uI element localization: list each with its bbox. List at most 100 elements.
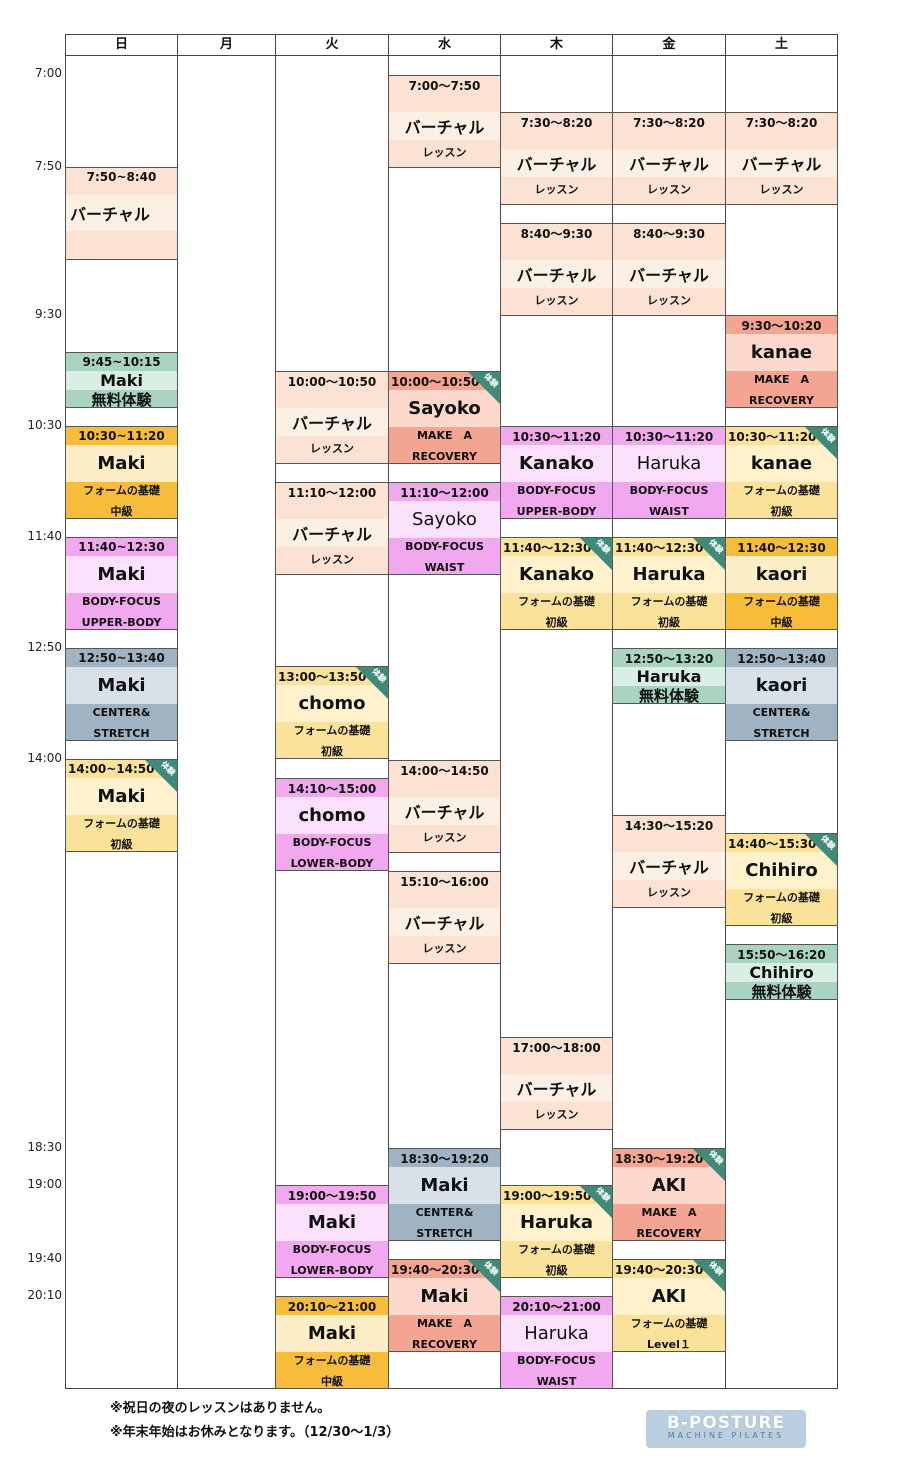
lesson-time: 20:10～21:00 <box>501 1297 612 1315</box>
lesson-title: Chihiro <box>726 963 837 982</box>
lesson-title: バーチャル <box>613 260 725 288</box>
lesson-title: Maki <box>276 1315 388 1352</box>
lesson-block[interactable]: 10:00～10:50 バーチャル レッスン <box>275 371 389 464</box>
lesson-title: Sayoko <box>389 390 500 427</box>
lesson-sub: フォームの基礎 Level１ <box>613 1315 725 1351</box>
lesson-title: バーチャル <box>276 408 388 436</box>
lesson-sub: フォームの基礎 初級 <box>66 815 177 851</box>
lesson-block[interactable]: 14:30～15:20 バーチャル レッスン <box>612 815 726 908</box>
lesson-block[interactable]: 11:40～12:30 Kanako フォームの基礎 初級 体験 <box>500 537 613 630</box>
lesson-title: Maki <box>66 445 177 482</box>
lesson-block[interactable]: 17:00～18:00 バーチャル レッスン <box>500 1037 613 1130</box>
lesson-block[interactable]: 13:00～13:50 chomo フォームの基礎 初級 体験 <box>275 666 389 759</box>
lesson-block[interactable]: 19:00～19:50 Maki BODY-FOCUS LOWER-BODY <box>275 1185 389 1278</box>
lesson-sub: レッスン <box>310 441 354 455</box>
lesson-title: バーチャル <box>501 149 612 177</box>
lesson-block[interactable]: 19:00～19:50 Haruka フォームの基礎 初級 体験 <box>500 1185 613 1278</box>
lesson-title: Sayoko <box>389 501 500 538</box>
lesson-sub: 無料体験 <box>726 982 837 999</box>
lesson-sub: BODY-FOCUS WAIST <box>501 1352 612 1388</box>
lesson-sub: フォームの基礎 初級 <box>501 593 612 629</box>
day-header-thu: 木 <box>500 34 613 56</box>
lesson-time: 11:40~12:30 <box>66 538 177 556</box>
lesson-block[interactable]: 19:40～20:30 Maki MAKE A RECOVERY 体験 <box>388 1259 501 1352</box>
lesson-block[interactable]: 19:40～20:30 AKI フォームの基礎 Level１ 体験 <box>612 1259 726 1352</box>
lesson-block[interactable]: 20:10～21:00 Maki フォームの基礎 中級 <box>275 1296 389 1389</box>
lesson-block[interactable]: 11:10～12:00 バーチャル レッスン <box>275 482 389 575</box>
lesson-block[interactable]: 18:30～19:20 AKI MAKE A RECOVERY 体験 <box>612 1148 726 1241</box>
lesson-block[interactable]: 10:30～11:20 kanae フォームの基礎 初級 体験 <box>725 426 838 519</box>
lesson-block[interactable]: 11:10～12:00 Sayoko BODY-FOCUS WAIST <box>388 482 501 575</box>
lesson-block[interactable]: 7:50~8:40 バーチャル <box>65 167 178 260</box>
trial-badge-icon: 体験 <box>693 538 725 570</box>
lesson-sub: フォームの基礎 初級 <box>501 1241 612 1277</box>
day-header-sun: 日 <box>65 34 178 56</box>
lesson-block[interactable]: 9:30～10:20 kanae MAKE A RECOVERY <box>725 315 838 408</box>
lesson-title: バーチャル <box>501 260 612 288</box>
lesson-block[interactable]: 7:30～8:20 バーチャル レッスン <box>612 112 726 205</box>
lesson-block[interactable]: 14:00~14:50 Maki フォームの基礎 初級 体験 <box>65 759 178 852</box>
lesson-block[interactable]: 12:50～13:20 Haruka 無料体験 <box>612 648 726 704</box>
lesson-block[interactable]: 7:30～8:20 バーチャル レッスン <box>500 112 613 205</box>
lesson-block[interactable]: 15:50～16:20 Chihiro 無料体験 <box>725 944 838 1000</box>
lesson-block[interactable]: 11:40~12:30 Maki BODY-FOCUS UPPER-BODY <box>65 537 178 630</box>
lesson-sub: レッスン <box>534 293 579 307</box>
lesson-block[interactable]: 11:40～12:30 Haruka フォームの基礎 初級 体験 <box>612 537 726 630</box>
lesson-title: Maki <box>66 556 177 593</box>
time-label: 14:00 <box>27 751 62 765</box>
lesson-block[interactable]: 14:00～14:50 バーチャル レッスン <box>388 760 501 853</box>
lesson-title: Haruka <box>613 556 725 593</box>
lesson-sub: フォームの基礎 初級 <box>276 722 388 758</box>
lesson-sub: フォームの基礎 中級 <box>276 1352 388 1388</box>
lesson-sub: レッスン <box>647 885 691 899</box>
lesson-time: 15:10～16:00 <box>400 874 489 889</box>
lesson-title: Haruka <box>501 1315 612 1352</box>
footer-note: ※祝日の夜のレッスンはありません。 <box>110 1401 331 1416</box>
lesson-block[interactable]: 8:40～9:30 バーチャル レッスン <box>500 223 613 316</box>
lesson-block[interactable]: 15:10～16:00 バーチャル レッスン <box>388 871 501 964</box>
lesson-title: バーチャル <box>66 195 177 231</box>
lesson-block[interactable]: 12:50～13:40 kaori CENTER& STRETCH <box>725 648 838 741</box>
lesson-time: 11:10～12:00 <box>389 483 500 501</box>
time-label: 7:50 <box>35 159 62 173</box>
lesson-sub: CENTER& STRETCH <box>389 1204 500 1240</box>
lesson-time: 14:10～15:00 <box>276 779 388 797</box>
lesson-block[interactable]: 12:50~13:40 Maki CENTER& STRETCH <box>65 648 178 741</box>
trial-badge-icon: 体験 <box>145 760 177 792</box>
lesson-time: 10:30～11:20 <box>613 427 725 445</box>
lesson-block[interactable]: 7:00～7:50 バーチャル レッスン <box>388 75 501 168</box>
lesson-sub: MAKE A RECOVERY <box>389 427 500 463</box>
lesson-time: 14:00～14:50 <box>400 763 489 778</box>
lesson-time: 11:40～12:30 <box>726 538 837 556</box>
lesson-block[interactable]: 7:30～8:20 バーチャル レッスン <box>725 112 838 205</box>
lesson-sub: レッスン <box>422 145 467 159</box>
lesson-sub: フォームの基礎 初級 <box>726 482 837 518</box>
lesson-block[interactable]: 10:30～11:20 Kanako BODY-FOCUS UPPER-BODY <box>500 426 613 519</box>
lesson-block[interactable]: 20:10～21:00 Haruka BODY-FOCUS WAIST <box>500 1296 613 1389</box>
lesson-title: バーチャル <box>613 852 725 880</box>
trial-badge-icon: 体験 <box>805 834 837 866</box>
lesson-sub: 無料体験 <box>66 390 177 407</box>
lesson-block[interactable]: 18:30～19:20 Maki CENTER& STRETCH <box>388 1148 501 1241</box>
trial-badge-icon: 体験 <box>468 1260 500 1292</box>
lesson-sub: 無料体験 <box>613 686 725 703</box>
lesson-title: Kanako <box>501 445 612 482</box>
trial-badge-icon: 体験 <box>356 667 388 699</box>
time-label: 19:00 <box>27 1177 62 1191</box>
lesson-sub: BODY-FOCUS LOWER-BODY <box>276 1241 388 1277</box>
lesson-block[interactable]: 9:45~10:15 Maki 無料体験 <box>65 352 178 408</box>
lesson-block[interactable]: 14:40～15:30 Chihiro フォームの基礎 初級 体験 <box>725 833 838 926</box>
lesson-block[interactable]: 10:30~11:20 Maki フォームの基礎 中級 <box>65 426 178 519</box>
lesson-block[interactable]: 14:10～15:00 chomo BODY-FOCUS LOWER-BODY <box>275 778 389 871</box>
lesson-time: 9:30～10:20 <box>726 316 837 334</box>
lesson-title: バーチャル <box>613 149 725 177</box>
lesson-block[interactable]: 10:30～11:20 Haruka BODY-FOCUS WAIST <box>612 426 726 519</box>
lesson-title: Haruka <box>613 667 725 686</box>
lesson-block[interactable]: 10:00～10:50 Sayoko MAKE A RECOVERY 体験 <box>388 371 501 464</box>
lesson-sub: MAKE A RECOVERY <box>389 1315 500 1351</box>
lesson-title: Maki <box>66 667 177 704</box>
lesson-title: kanae <box>726 334 837 371</box>
lesson-time: 7:30～8:20 <box>520 115 593 130</box>
lesson-block[interactable]: 11:40～12:30 kaori フォームの基礎 中級 <box>725 537 838 630</box>
lesson-block[interactable]: 8:40～9:30 バーチャル レッスン <box>612 223 726 316</box>
